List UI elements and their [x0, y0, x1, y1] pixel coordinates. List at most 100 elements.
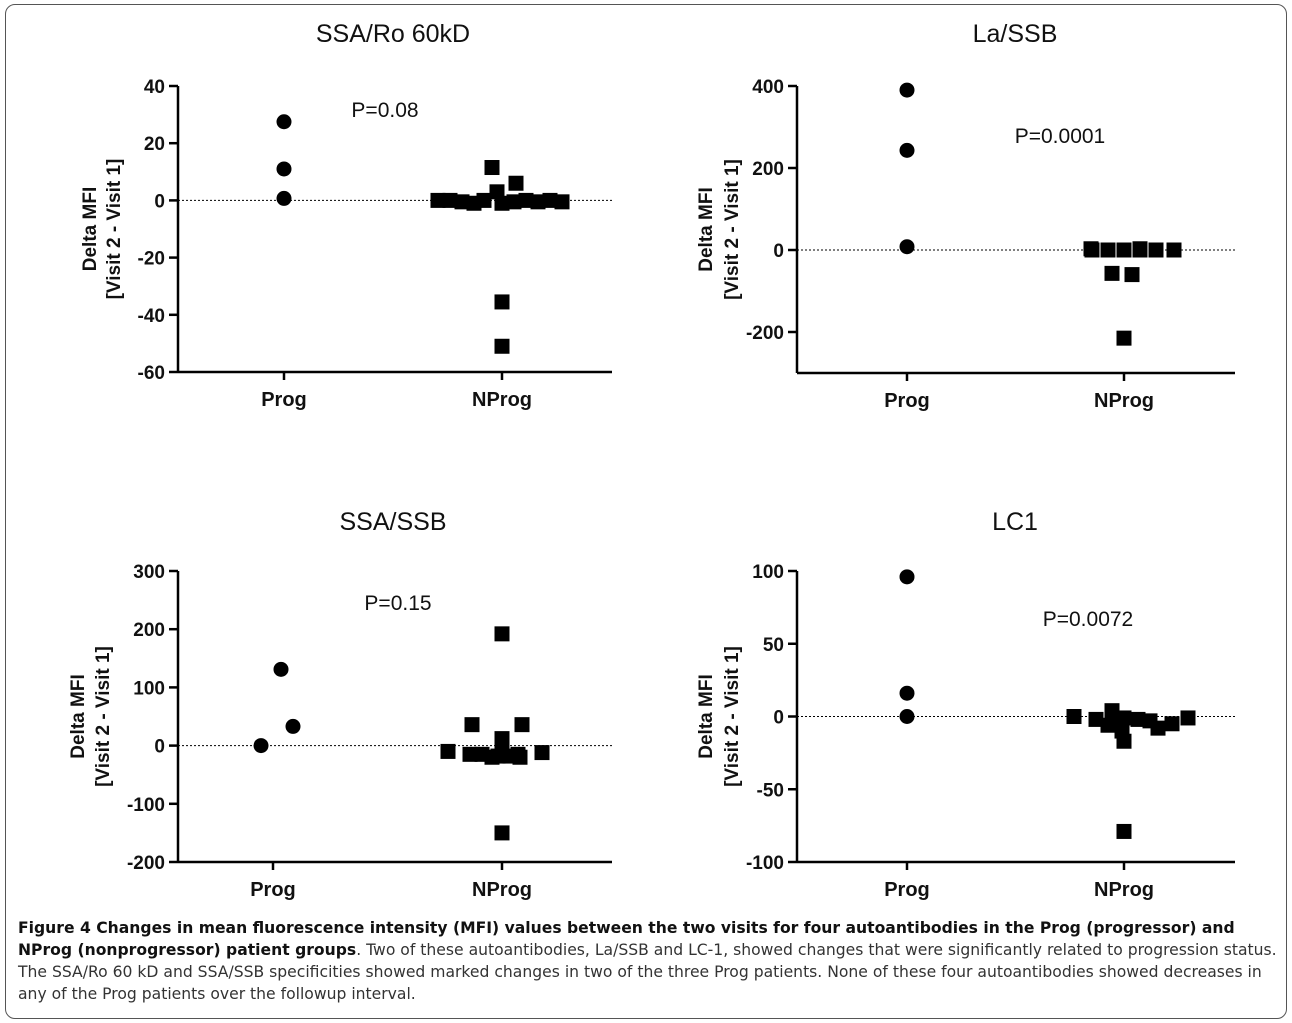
- data-point-nprog: [542, 192, 558, 208]
- y-tick-label: -20: [138, 249, 165, 270]
- data-point-nprog: [489, 184, 505, 200]
- y-tick-label: 300: [133, 562, 165, 583]
- data-point-nprog: [462, 746, 478, 762]
- data-point-nprog: [1132, 241, 1148, 257]
- data-point-nprog: [514, 717, 530, 733]
- y-tick-label: 100: [752, 562, 784, 583]
- data-point-nprog: [494, 626, 510, 642]
- y-tick-label: 40: [144, 77, 165, 98]
- y-tick-label: 100: [133, 678, 165, 699]
- caption-body: . Two of these autoantibodies, La/SSB an…: [18, 941, 1277, 1003]
- data-point-nprog: [1164, 716, 1180, 732]
- data-point-nprog: [1066, 709, 1082, 724]
- data-point-prog: [285, 718, 301, 734]
- data-point-nprog: [1130, 711, 1146, 727]
- data-point-prog: [276, 161, 292, 177]
- data-point-nprog: [1116, 242, 1132, 258]
- y-axis-label: Delta MFI: [696, 674, 717, 758]
- chart-panel-2: La/SSB Delta MFI [Visit 2 - Visit 1] 400 200…: [696, 20, 1235, 412]
- p-value-annotation: P=0.15: [364, 592, 431, 615]
- chart-panel-4: LC1 Delta MFI [Visit 2 - Visit 1] 100 50 0 -50…: [696, 508, 1235, 901]
- data-point-nprog: [1104, 265, 1120, 281]
- data-point-prog: [253, 738, 269, 754]
- data-point-nprog: [440, 743, 456, 759]
- y-axis-label: Delta MFI: [696, 187, 717, 271]
- data-point-nprog: [494, 294, 510, 310]
- y-tick-label: 200: [133, 620, 165, 641]
- data-point-nprog: [1116, 330, 1132, 346]
- data-point-nprog: [494, 338, 510, 354]
- y-tick-label: 0: [154, 737, 165, 758]
- data-point-prog: [899, 82, 915, 98]
- data-point-nprog: [1100, 242, 1116, 258]
- data-point-nprog: [1116, 823, 1132, 839]
- data-point-nprog: [1114, 711, 1130, 727]
- y-tick-label: -40: [138, 306, 165, 327]
- y-tick-label: 50: [763, 635, 784, 656]
- data-point-nprog: [1100, 717, 1116, 733]
- data-point-nprog: [464, 717, 480, 733]
- data-point-prog: [276, 190, 292, 206]
- chart-title: LC1: [992, 508, 1038, 536]
- x-tick-label: Prog: [250, 879, 296, 901]
- y-tick-label: -100: [746, 853, 784, 874]
- y-tick-label: -200: [746, 323, 784, 344]
- data-point-nprog: [1124, 267, 1140, 283]
- data-point-nprog: [1180, 710, 1196, 726]
- data-point-nprog: [530, 194, 546, 210]
- data-point-nprog: [1116, 733, 1132, 749]
- y-tick-label: 0: [154, 191, 165, 212]
- data-point-nprog: [506, 194, 522, 210]
- y-tick-label: 400: [752, 77, 784, 98]
- data-point-nprog: [494, 736, 510, 752]
- x-tick-label: Prog: [884, 390, 930, 412]
- data-point-nprog: [1088, 711, 1104, 727]
- p-value-annotation: P=0.0001: [1015, 125, 1106, 148]
- p-value-annotation: P=0.08: [351, 99, 418, 122]
- y-tick-label: 0: [773, 241, 784, 262]
- chart-panel-1: SSA/Ro 60kD Delta MFI [Visit 2 - Visit 1] 4…: [80, 20, 612, 411]
- data-point-nprog: [1166, 242, 1182, 258]
- p-value-annotation: P=0.0072: [1043, 608, 1134, 631]
- chart-title: La/SSB: [973, 20, 1058, 48]
- y-axis-label: [Visit 2 - Visit 1]: [722, 646, 743, 787]
- data-point-prog: [899, 239, 915, 255]
- chart-panel-3: SSA/SSB Delta MFI [Visit 2 - Visit 1] 300 20…: [68, 508, 612, 901]
- data-point-prog: [899, 142, 915, 158]
- x-tick-label: NProg: [472, 389, 532, 411]
- data-point-prog: [273, 661, 289, 677]
- data-point-nprog: [1083, 241, 1099, 257]
- data-point-nprog: [554, 194, 570, 210]
- figure-frame: [5, 4, 1287, 1019]
- data-point-nprog: [476, 192, 492, 208]
- data-point-nprog: [534, 745, 550, 761]
- figure-caption: Figure 4 Changes in mean fluorescence in…: [18, 917, 1280, 1005]
- y-tick-label: -60: [138, 363, 165, 384]
- x-tick-label: NProg: [472, 879, 532, 901]
- data-point-nprog: [442, 192, 458, 208]
- data-point-nprog: [484, 160, 500, 176]
- x-tick-label: NProg: [1094, 390, 1154, 412]
- data-point-nprog: [454, 194, 470, 210]
- data-point-prog: [899, 709, 915, 724]
- y-axis-label: Delta MFI: [80, 187, 101, 271]
- data-point-nprog: [1148, 242, 1164, 258]
- data-point-nprog: [494, 825, 510, 841]
- data-point-nprog: [518, 192, 534, 208]
- y-tick-label: -100: [127, 795, 165, 816]
- data-point-nprog: [494, 195, 510, 211]
- data-point-nprog: [474, 746, 490, 762]
- y-axis-label: [Visit 2 - Visit 1]: [93, 646, 114, 787]
- data-point-prog: [276, 114, 292, 130]
- chart-title: SSA/SSB: [340, 508, 447, 536]
- data-point-nprog: [1150, 720, 1166, 736]
- y-axis-label: Delta MFI: [68, 674, 89, 758]
- data-point-nprog: [508, 175, 524, 191]
- x-tick-label: NProg: [1094, 879, 1154, 901]
- y-tick-label: 20: [144, 134, 165, 155]
- y-tick-label: 0: [773, 708, 784, 729]
- x-tick-label: Prog: [261, 389, 307, 411]
- y-tick-label: 200: [752, 159, 784, 180]
- data-point-prog: [899, 685, 915, 701]
